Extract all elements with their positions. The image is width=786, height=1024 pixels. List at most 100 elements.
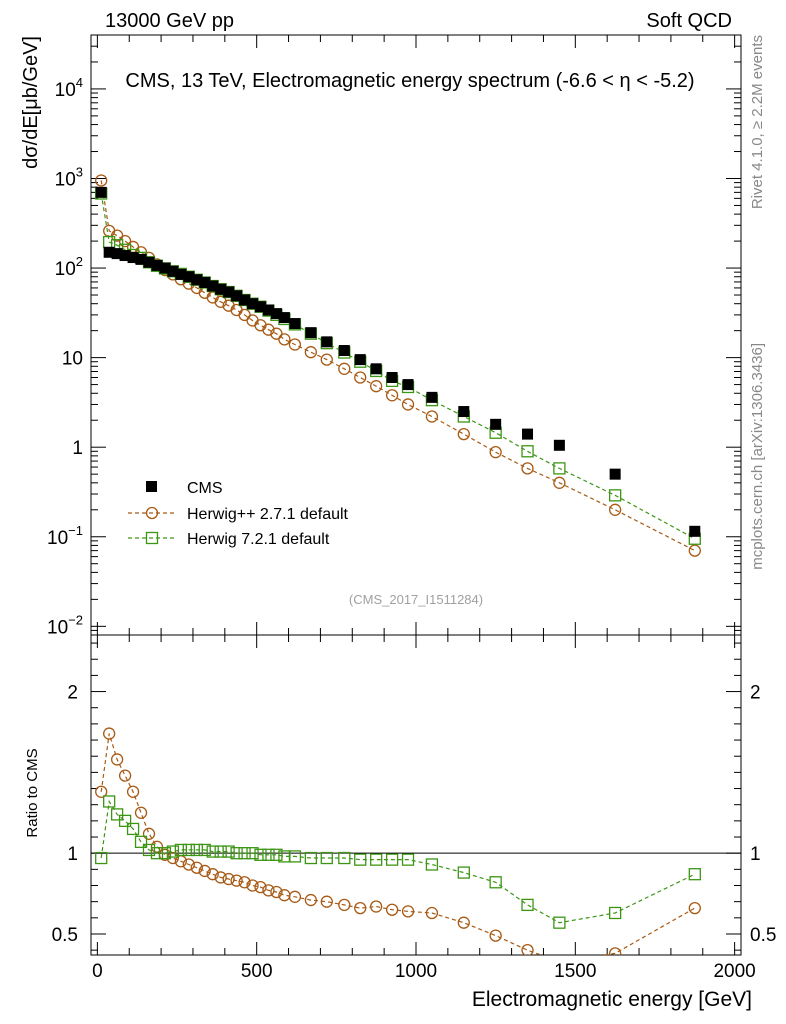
y-tick-label: 1 xyxy=(750,844,761,865)
herwigpp-point xyxy=(608,947,622,955)
legend-herwigpp-marker xyxy=(145,506,159,520)
cms-point xyxy=(175,268,187,280)
herwigpp-point xyxy=(222,872,235,886)
y-tick-label: 2 xyxy=(67,683,78,704)
cms-point xyxy=(370,363,382,375)
ratio-ticks xyxy=(91,635,741,955)
ratio-ytick-labels: 0.5 0.5 1 1 2 2 xyxy=(52,683,777,946)
herwigpp-point xyxy=(608,503,622,516)
cms-point xyxy=(458,406,470,418)
herwig7-point xyxy=(521,898,534,912)
herwigpp-point xyxy=(270,885,283,899)
herwigpp-point xyxy=(489,446,502,459)
herwigpp-point xyxy=(320,895,333,908)
ratio-panel: 0.5 0.5 1 1 2 2 Ratio to CMS 0 500 1000 1500 2000… xyxy=(24,634,777,1011)
herwig7-point xyxy=(457,866,470,879)
herwig7-point xyxy=(95,851,108,865)
herwigpp-point xyxy=(150,840,164,853)
legend-herwigpp-label: Herwig++ 2.7.1 default xyxy=(187,506,349,523)
x-axis-label: Electromagnetic energy [GeV] xyxy=(472,988,752,1011)
herwigpp-point xyxy=(425,410,439,423)
y-tick-label: 10 xyxy=(62,349,83,370)
herwigpp-point xyxy=(190,861,203,874)
herwigpp-point xyxy=(688,544,701,557)
herwig7-point xyxy=(166,845,180,858)
cms-point xyxy=(223,286,235,298)
herwig7-point xyxy=(254,848,267,861)
cms-point xyxy=(95,186,107,198)
herwig7-point xyxy=(688,868,701,881)
cms-point xyxy=(119,250,131,262)
side-label-bottom: mcplots.cern.ch [arXiv:1306.3436] xyxy=(749,343,766,570)
herwig7-point xyxy=(288,850,302,863)
herwigpp-point xyxy=(110,753,124,766)
herwig7-point xyxy=(521,445,534,458)
ratio-frame xyxy=(90,634,742,956)
herwigpp-point xyxy=(288,890,302,903)
cms-point xyxy=(386,371,398,383)
x-tick-label: 500 xyxy=(241,961,273,982)
cms-point xyxy=(278,312,290,324)
header-right: Soft QCD xyxy=(646,10,732,32)
herwig7-point xyxy=(270,848,283,861)
herwig7-point xyxy=(126,822,140,836)
herwigpp-point xyxy=(385,389,399,402)
herwigpp-point xyxy=(118,769,132,782)
herwig7-point xyxy=(370,853,383,866)
herwig7-point xyxy=(206,845,219,858)
cms-point xyxy=(289,318,301,330)
herwigpp-point xyxy=(142,827,156,840)
herwigpp-point xyxy=(254,880,267,894)
herwigpp-point xyxy=(230,874,243,887)
cms-point xyxy=(111,248,123,260)
cms-point xyxy=(689,525,701,537)
cms-point xyxy=(127,252,139,264)
herwig7-point xyxy=(118,814,132,828)
x-tick-label: 0 xyxy=(92,961,103,982)
herwigpp-point xyxy=(688,901,701,915)
y-tick-label: 0.5 xyxy=(52,925,78,946)
herwig7-point xyxy=(553,916,566,929)
herwig7-point xyxy=(214,845,227,858)
herwig7-point xyxy=(198,843,211,857)
y-tick-label: 2 xyxy=(750,683,761,704)
legend-cms-marker xyxy=(146,481,157,492)
legend-herwig7-marker xyxy=(145,531,159,545)
x-tick-label: 1500 xyxy=(554,961,596,982)
y-tick-label: 0.5 xyxy=(750,925,776,946)
cms-point xyxy=(522,428,534,440)
herwig7-point xyxy=(190,843,203,857)
generator-watermark: (CMS_2017_I1511284) xyxy=(349,592,483,607)
cms-point xyxy=(207,280,219,292)
legend: CMS Herwig++ 2.7.1 default Herwig 7.2.1 … xyxy=(128,480,349,548)
herwigpp-point xyxy=(288,338,302,351)
y-tick-label: 1 xyxy=(72,438,83,459)
herwigpp-point xyxy=(278,333,291,346)
herwig7-point xyxy=(338,851,351,865)
x-tick-label: 2000 xyxy=(713,961,755,982)
herwigpp-point xyxy=(182,858,195,871)
legend-cms-label: CMS xyxy=(187,480,223,497)
y-tick-label: 10−1 xyxy=(47,523,83,549)
herwigpp-point xyxy=(401,905,415,918)
cms-point xyxy=(262,304,274,316)
cms-point xyxy=(199,276,211,288)
herwig7-point xyxy=(425,858,439,871)
cms-point xyxy=(490,418,502,430)
herwigpp-point xyxy=(304,893,318,907)
series-line xyxy=(100,733,696,955)
cms-point xyxy=(231,290,243,302)
herwigpp-point xyxy=(134,806,148,819)
herwigpp-point xyxy=(95,174,108,187)
herwigpp-point xyxy=(304,346,318,359)
series-line xyxy=(100,799,696,924)
series-line xyxy=(100,180,696,552)
ratio-y-axis-label: Ratio to CMS xyxy=(24,748,41,837)
cms-point xyxy=(143,256,155,268)
cms-point xyxy=(402,379,414,391)
herwig7-point xyxy=(608,489,622,502)
herwig7-point xyxy=(222,845,235,858)
herwigpp-point xyxy=(320,353,333,366)
